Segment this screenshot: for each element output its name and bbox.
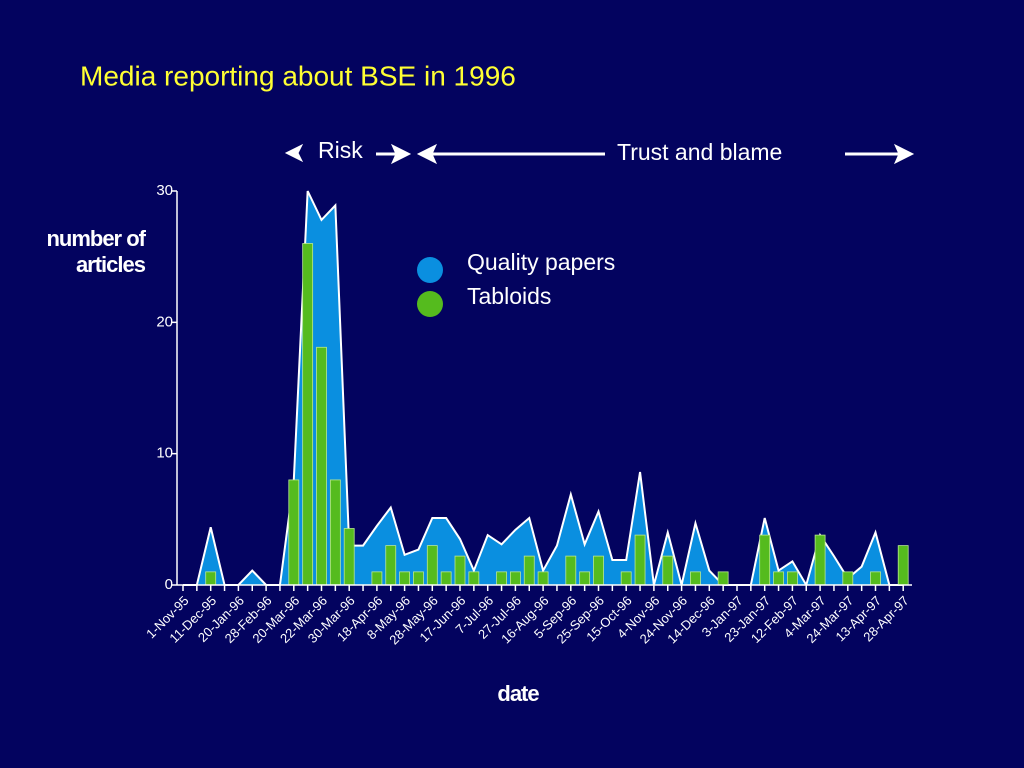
area [183, 191, 904, 585]
bar [593, 555, 604, 586]
bar [385, 545, 397, 586]
bar [814, 534, 826, 586]
bar [897, 545, 909, 586]
y-tick-label: 30 [156, 182, 173, 199]
bar [565, 555, 577, 586]
legend-label: Tabloids [467, 283, 551, 309]
bar [454, 555, 466, 586]
bar [787, 571, 798, 586]
bar [302, 243, 314, 586]
bar [579, 571, 591, 586]
legend-marker [417, 257, 443, 283]
chart-title: Media reporting about BSE in 1996 [80, 60, 516, 91]
bar [842, 571, 854, 586]
y-tick-label: 20 [156, 313, 173, 330]
bar [759, 534, 771, 586]
bar [634, 534, 646, 586]
bar [371, 571, 383, 586]
y-tick-label: 10 [156, 445, 173, 462]
bar [329, 479, 341, 586]
bar [413, 571, 424, 586]
bar [288, 479, 300, 586]
bar [509, 571, 521, 586]
bar [717, 571, 729, 586]
y-axis-label: number of articles [46, 226, 146, 277]
annotation-arrows [284, 143, 915, 165]
bar [399, 571, 411, 586]
bar [870, 571, 881, 586]
bar [440, 571, 452, 586]
annotation: Risk [318, 137, 363, 163]
bar [690, 571, 701, 586]
bar [343, 528, 355, 586]
bar [426, 545, 438, 586]
legend-label: Quality papers [467, 249, 615, 275]
bar [205, 571, 217, 586]
bar [523, 555, 535, 586]
legend-marker [417, 291, 443, 317]
bar [468, 571, 480, 586]
annotation: Trust and blame [617, 139, 782, 165]
x-axis-label: date [497, 681, 539, 706]
bar [537, 571, 549, 586]
bar [620, 571, 632, 586]
y-tick-label: 0 [165, 576, 173, 593]
bar [773, 571, 784, 586]
bar [316, 346, 327, 586]
bar [496, 571, 507, 586]
bar [662, 555, 674, 586]
